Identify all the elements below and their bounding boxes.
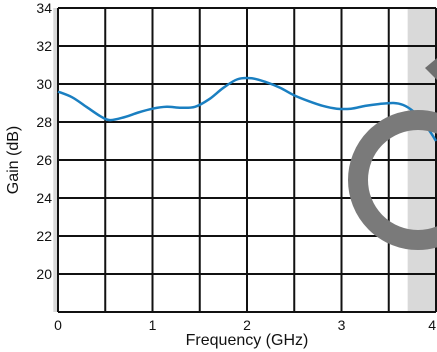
x-tick-label: 3 — [338, 317, 346, 333]
y-axis-title: Gain (dB) — [5, 126, 22, 194]
x-tick-label: 0 — [54, 317, 62, 333]
series-layer — [57, 76, 437, 142]
grid-lines — [57, 7, 437, 313]
x-tick-label: 4 — [428, 317, 436, 333]
y-tick-label: 32 — [36, 38, 52, 54]
y-tick-label: 28 — [36, 114, 52, 130]
y-tick-label: 30 — [36, 76, 52, 92]
y-tick-label: 20 — [36, 266, 52, 282]
decorative-wedge — [425, 58, 437, 80]
decorative-ring — [348, 110, 437, 250]
x-axis-title: Frequency (GHz) — [186, 332, 309, 349]
shaded-band — [53, 8, 58, 312]
y-tick-label: 26 — [36, 152, 52, 168]
x-tick-label: 1 — [149, 317, 157, 333]
y-tick-label: 22 — [36, 228, 52, 244]
y-tick-label: 24 — [36, 190, 52, 206]
y-tick-label: 34 — [36, 0, 52, 16]
decorative-overlay — [348, 58, 437, 250]
x-tick-label: 2 — [243, 317, 251, 333]
gain-series-line — [57, 76, 437, 142]
